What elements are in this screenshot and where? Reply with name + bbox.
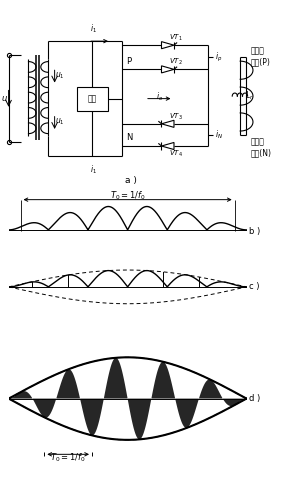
Text: $VT_4$: $VT_4$	[169, 149, 183, 159]
Text: $L_r$: $L_r$	[245, 90, 254, 102]
Text: $i_1$: $i_1$	[90, 163, 97, 176]
Text: 负载: 负载	[88, 94, 97, 103]
Text: $i_N$: $i_N$	[215, 129, 223, 141]
Text: 流器(N): 流器(N)	[250, 149, 271, 158]
Text: d ): d )	[249, 394, 260, 403]
Text: $i_o$: $i_o$	[156, 91, 163, 103]
Text: $VT_1$: $VT_1$	[169, 33, 183, 43]
Text: 正组变: 正组变	[250, 47, 264, 56]
Text: 流器(P): 流器(P)	[250, 58, 270, 67]
Text: a ): a )	[125, 176, 137, 185]
Text: N: N	[126, 134, 133, 142]
Text: $VT_2$: $VT_2$	[169, 57, 183, 67]
Text: $T_0=1/f_0$: $T_0=1/f_0$	[110, 189, 146, 202]
Text: P: P	[126, 57, 132, 66]
Text: $i_1$: $i_1$	[90, 23, 97, 35]
Bar	[77, 87, 108, 111]
Text: $u_1$: $u_1$	[55, 70, 65, 81]
Text: c ): c )	[249, 282, 259, 291]
Text: $T_0=1/f_0$: $T_0=1/f_0$	[50, 451, 86, 464]
Text: $u_1$: $u_1$	[55, 117, 65, 127]
Text: 负组变: 负组变	[250, 137, 264, 147]
Text: b ): b )	[249, 227, 260, 236]
Text: $u$: $u$	[1, 94, 8, 103]
Text: $i_p$: $i_p$	[215, 51, 222, 64]
Text: $VT_3$: $VT_3$	[169, 112, 183, 122]
